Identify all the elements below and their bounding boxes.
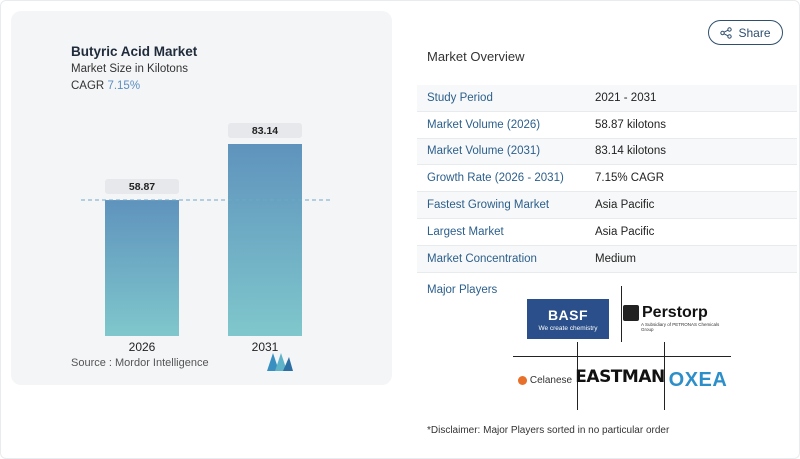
category-label: 2031 [252,340,279,354]
chart-card [11,11,392,385]
overview-row: Growth Rate (2026 - 2031) 7.15% CAGR [417,165,797,193]
overview-table: Study Period 2021 - 2031 Market Volume (2… [417,85,797,273]
category-label: 2026 [129,340,156,354]
bar-chart: 58.87 2026 83.14 2031 [81,123,331,354]
divider [664,342,665,410]
basf-name: BASF [547,306,589,323]
value-label-bg [105,179,179,195]
cagr-value: 7.15% [107,80,141,92]
overview-row: Market Concentration Medium [417,245,797,273]
divider [577,342,578,410]
celanese-name: Celanese [529,374,573,386]
row-value: Medium [595,252,636,265]
basf-tagline: We create chemistry [538,324,598,332]
row-label: Market Concentration [427,252,537,265]
row-value: Asia Pacific [595,225,655,238]
eastman-logo: EASTMAN [575,367,665,387]
row-value: 2021 - 2031 [595,91,657,104]
chart-title: Butyric Acid Market [71,44,198,59]
value-label-bg [228,123,302,138]
divider [513,356,731,357]
overview-row: Study Period 2021 - 2031 [417,85,797,112]
row-value: 7.15% CAGR [595,172,665,185]
perstorp-tagline: A Subsidiary of PETRONAS Chemicals Group [641,322,720,332]
overview-row: Largest Market Asia Pacific [417,219,797,246]
overview-row: Market Volume (2026) 58.87 kilotons [417,112,797,139]
perstorp-logo: Perstorp A Subsidiary of PETRONAS Chemic… [623,296,731,340]
major-players-logos: BASF We create chemistry Perstorp A Subs… [513,286,731,411]
row-label: Study Period [427,91,493,104]
celanese-mark-icon [517,375,527,385]
row-value: 58.87 kilotons [595,118,666,131]
share-button[interactable]: Share [708,20,783,45]
mordor-logo-icon [267,353,293,371]
divider [621,286,622,342]
overview-title: Market Overview [427,49,525,64]
perstorp-mark-icon [623,305,639,321]
celanese-logo: Celanese [513,371,577,389]
source-text: Source : Mordor Intelligence [71,357,209,369]
row-label: Market Volume (2031) [427,145,541,158]
basf-logo: BASF We create chemistry [527,299,609,339]
share-label: Share [738,25,771,40]
disclaimer: *Disclaimer: Major Players sorted in no … [427,425,670,436]
value-label: 83.14 [252,125,278,137]
row-label: Market Volume (2026) [427,118,541,131]
row-label: Largest Market [427,225,504,238]
major-players-label: Major Players [427,284,498,296]
oxea-logo: OXEA [668,368,728,391]
row-label: Growth Rate (2026 - 2031) [427,172,564,185]
row-value: 83.14 kilotons [595,145,666,158]
bar-2026 [105,200,179,336]
value-label: 58.87 [129,181,155,193]
bar-2031 [228,144,302,336]
row-value: Asia Pacific [595,199,655,212]
overview-row: Market Volume (2031) 83.14 kilotons [417,138,797,166]
share-icon [720,26,733,39]
cagr-label: CAGR [71,80,105,92]
row-label: Fastest Growing Market [427,199,550,212]
perstorp-name: Perstorp [642,304,708,321]
chart-subtitle: Market Size in Kilotons [71,63,188,75]
overview-row: Fastest Growing Market Asia Pacific [417,192,797,219]
chart-cagr: CAGR 7.15% [71,80,140,92]
